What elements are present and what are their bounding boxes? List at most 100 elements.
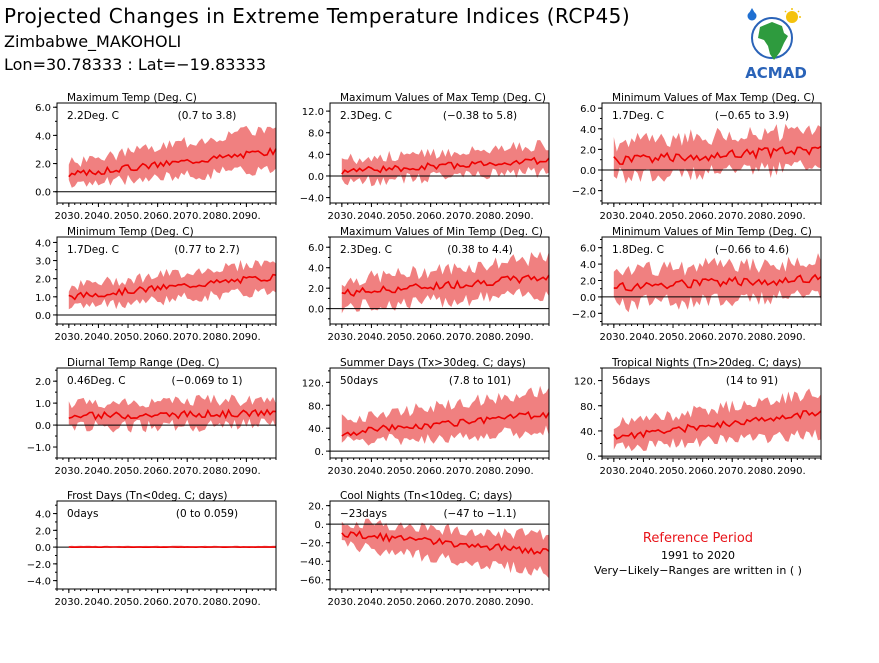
chart-title: Minimum Values of Max Temp (Deg. C) — [612, 92, 815, 104]
chart-title: Minimum Values of Min Temp (Deg. C) — [612, 226, 812, 238]
chart-panel: −4.00.04.08.012.02030.2040.2050.2060.207… — [300, 92, 549, 222]
y-tick-label: 120. — [574, 377, 596, 388]
change-value-label: 2.3Deg. C — [340, 110, 392, 122]
x-tick-label: 2060. — [688, 211, 717, 222]
y-tick-label: 8.0 — [308, 129, 324, 140]
x-tick-label: 2040. — [629, 332, 658, 343]
x-tick-label: 2060. — [416, 332, 445, 343]
x-tick-label: 2050. — [659, 466, 688, 477]
change-value-label: 2.2Deg. C — [67, 110, 119, 122]
x-tick-label: 2040. — [84, 597, 113, 608]
x-tick-label: 2080. — [475, 597, 504, 608]
likely-range-label: (0.7 to 3.8) — [178, 110, 237, 122]
x-tick-label: 2070. — [446, 466, 475, 477]
y-tick-label: 4.0 — [308, 264, 324, 275]
y-tick-label: −2.0 — [572, 309, 596, 320]
chart-title: Cool Nights (Tn<10deg. C; days) — [340, 490, 512, 502]
likely-range-label: (0 to 0.059) — [176, 508, 238, 520]
x-tick-label: 2090. — [505, 597, 534, 608]
chart-title: Maximum Values of Max Temp (Deg. C) — [340, 92, 546, 104]
x-tick-label: 2070. — [446, 332, 475, 343]
likely-range-label: (0.77 to 2.7) — [174, 244, 240, 256]
y-tick-label: −40. — [300, 557, 324, 568]
x-tick-label: 2080. — [202, 466, 231, 477]
x-tick-label: 2080. — [475, 466, 504, 477]
chart-title: Minimum Temp (Deg. C) — [67, 226, 194, 238]
likely-range-label: (−0.38 to 5.8) — [443, 110, 517, 122]
y-tick-label: 6.0 — [35, 103, 51, 114]
y-tick-label: 0.0 — [580, 293, 596, 304]
x-tick-label: 2060. — [688, 466, 717, 477]
likely-range-band — [69, 126, 276, 188]
y-tick-label: 4.0 — [580, 125, 596, 136]
x-tick-label: 2070. — [446, 597, 475, 608]
x-tick-label: 2030. — [328, 211, 357, 222]
change-value-label: 1.8Deg. C — [612, 244, 664, 256]
reference-note: Very−Likely−Ranges are written in ( ) — [588, 564, 808, 577]
x-tick-label: 2070. — [446, 211, 475, 222]
x-tick-label: 2060. — [143, 211, 172, 222]
change-value-label: 0days — [67, 508, 98, 520]
x-tick-label: 2080. — [202, 332, 231, 343]
y-tick-label: 40. — [580, 427, 596, 438]
x-tick-label: 2040. — [84, 466, 113, 477]
x-tick-label: 2090. — [232, 332, 261, 343]
y-tick-label: 3.0 — [35, 257, 51, 268]
y-tick-label: 2.0 — [35, 377, 51, 388]
x-tick-label: 2090. — [505, 466, 534, 477]
likely-range-label: (−0.069 to 1) — [172, 375, 243, 387]
x-tick-label: 2030. — [600, 332, 629, 343]
x-tick-label: 2080. — [475, 211, 504, 222]
x-tick-label: 2060. — [143, 597, 172, 608]
x-tick-label: 2070. — [718, 211, 747, 222]
chart-panel: 0.40.80.120.2030.2040.2050.2060.2070.208… — [302, 357, 549, 477]
x-tick-label: 2030. — [55, 211, 84, 222]
reference-period-box: Reference Period 1991 to 2020 Very−Likel… — [588, 531, 808, 577]
x-tick-label: 2090. — [777, 332, 806, 343]
x-tick-label: 2030. — [328, 466, 357, 477]
chart-panel: 0.02.04.06.02030.2040.2050.2060.2070.208… — [308, 226, 549, 343]
x-tick-label: 2040. — [629, 211, 658, 222]
x-tick-label: 2040. — [357, 466, 386, 477]
x-tick-label: 2040. — [629, 466, 658, 477]
chart-title: Diurnal Temp Range (Deg. C) — [67, 357, 219, 369]
x-tick-label: 2050. — [114, 466, 143, 477]
x-tick-label: 2070. — [718, 466, 747, 477]
x-tick-label: 2080. — [202, 597, 231, 608]
x-tick-label: 2070. — [173, 597, 202, 608]
y-tick-label: −4.0 — [300, 194, 324, 205]
change-value-label: 50days — [340, 375, 378, 387]
y-tick-label: 80. — [308, 401, 324, 412]
chart-panel: 0.01.02.03.04.02030.2040.2050.2060.2070.… — [35, 226, 276, 343]
y-tick-label: −1.0 — [27, 443, 51, 454]
x-tick-label: 2070. — [718, 332, 747, 343]
y-tick-label: 120. — [302, 378, 324, 389]
x-tick-label: 2050. — [114, 211, 143, 222]
likely-range-label: (−47 to −1.1) — [443, 508, 516, 520]
y-tick-label: 4.0 — [35, 510, 51, 521]
x-tick-label: 2050. — [659, 211, 688, 222]
change-value-label: 1.7Deg. C — [67, 244, 119, 256]
likely-range-band — [614, 389, 821, 452]
y-tick-label: −2.0 — [572, 187, 596, 198]
y-tick-label: 12.0 — [302, 107, 324, 118]
x-tick-label: 2050. — [114, 597, 143, 608]
x-tick-label: 2080. — [475, 332, 504, 343]
y-tick-label: 2.0 — [35, 275, 51, 286]
y-tick-label: 2.0 — [308, 284, 324, 295]
y-tick-label: 0.0 — [35, 421, 51, 432]
chart-panel: −60.−40.−20.0.20.2030.2040.2050.2060.207… — [300, 490, 549, 608]
y-tick-label: 2.0 — [35, 160, 51, 171]
x-tick-label: 2060. — [688, 332, 717, 343]
x-tick-label: 2090. — [505, 332, 534, 343]
likely-range-label: (0.38 to 4.4) — [447, 244, 513, 256]
y-tick-label: −20. — [300, 539, 324, 550]
x-tick-label: 2040. — [357, 332, 386, 343]
chart-title: Frost Days (Tn<0deg. C; days) — [67, 490, 227, 502]
y-tick-label: 80. — [580, 402, 596, 413]
x-tick-label: 2090. — [232, 211, 261, 222]
x-tick-label: 2040. — [357, 211, 386, 222]
x-tick-label: 2050. — [387, 211, 416, 222]
likely-range-label: (−0.65 to 3.9) — [715, 110, 789, 122]
x-tick-label: 2050. — [114, 332, 143, 343]
